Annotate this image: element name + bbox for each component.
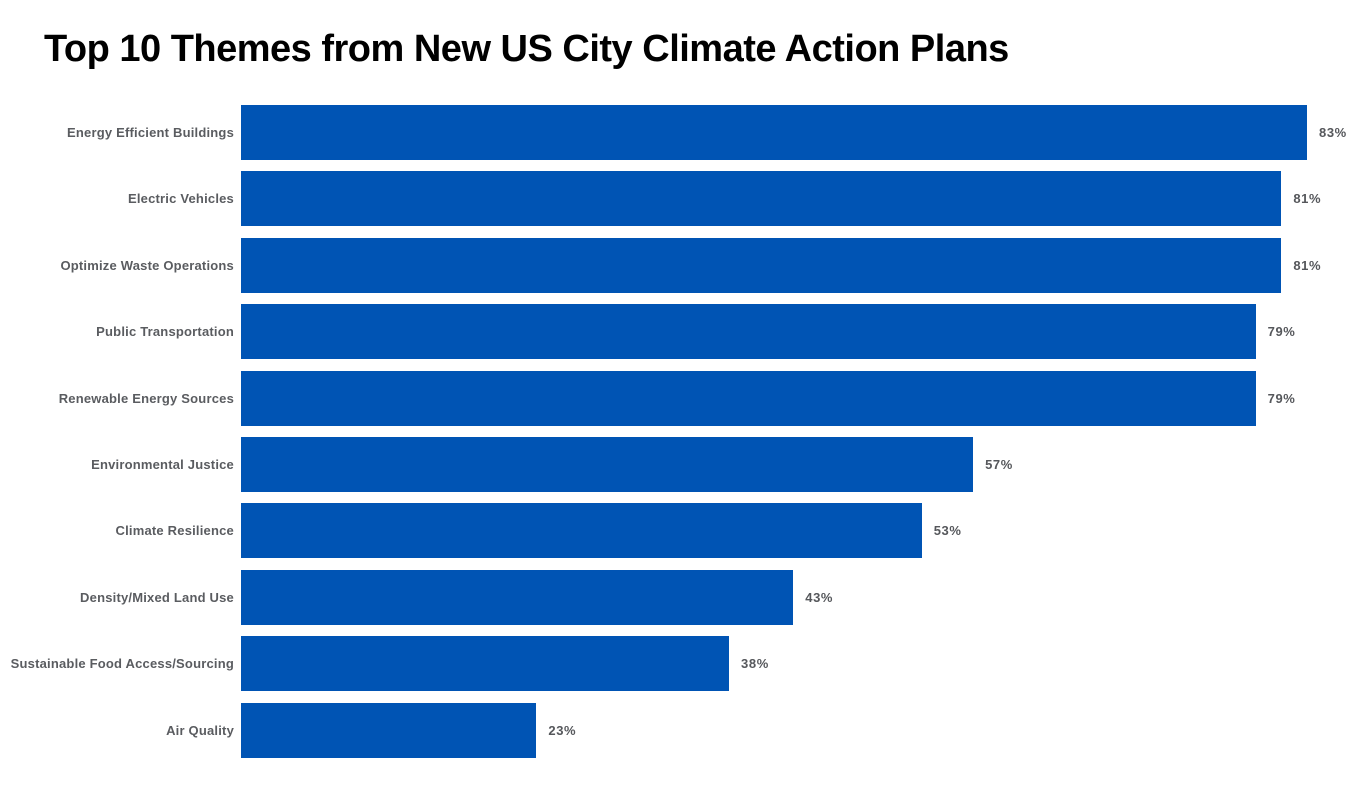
value-label: 23% <box>548 722 577 738</box>
bar-row: Public Transportation 79% <box>0 304 1350 360</box>
bar-row: Optimize Waste Operations 81% <box>0 237 1350 293</box>
bar <box>241 171 1282 227</box>
category-label: Optimize Waste Operations <box>60 257 234 273</box>
bar-track: 38% <box>241 636 1350 692</box>
bar-row: Air Quality 23% <box>0 702 1350 758</box>
value-label: 53% <box>933 523 962 539</box>
bar-track: 23% <box>241 702 1350 758</box>
bar-row: Density/Mixed Land Use 43% <box>0 569 1350 625</box>
bar <box>241 237 1282 293</box>
bar-track: 81% <box>241 171 1350 227</box>
bar-row: Sustainable Food Access/Sourcing 38% <box>0 636 1350 692</box>
bar-row: Climate Resilience 53% <box>0 503 1350 559</box>
bar <box>241 436 974 492</box>
category-label: Air Quality <box>166 722 234 738</box>
bar-row: Electric Vehicles 81% <box>0 171 1350 227</box>
plot-area: Energy Efficient Buildings 83% Electric Ve… <box>0 105 1350 758</box>
bar-track: 83% <box>241 105 1350 160</box>
category-label: Sustainable Food Access/Sourcing <box>10 656 234 672</box>
value-label: 83% <box>1319 125 1347 140</box>
value-label: 38% <box>741 656 769 672</box>
value-label: 57% <box>985 456 1013 472</box>
category-label: Environmental Justice <box>91 456 234 472</box>
value-label: 79% <box>1267 324 1296 340</box>
bar <box>241 105 1307 160</box>
category-label: Renewable Energy Sources <box>58 390 234 406</box>
bar-row: Energy Efficient Buildings 83% <box>0 105 1350 160</box>
bar <box>241 636 730 692</box>
chart-title: Top 10 Themes from New US City Climate A… <box>44 28 1009 70</box>
category-label: Public Transportation <box>96 324 234 340</box>
bar-track: 81% <box>241 237 1350 293</box>
bar-track: 79% <box>241 370 1350 426</box>
value-label: 79% <box>1267 390 1296 406</box>
value-label: 43% <box>805 589 834 605</box>
category-label: Density/Mixed Land Use <box>80 589 234 605</box>
category-label: Climate Resilience <box>115 523 234 539</box>
bar <box>241 503 922 559</box>
category-label: Energy Efficient Buildings <box>67 125 234 140</box>
bar-row: Renewable Energy Sources 79% <box>0 370 1350 426</box>
bar-track: 79% <box>241 304 1350 360</box>
bar <box>241 702 537 758</box>
category-label: Electric Vehicles <box>127 191 234 207</box>
value-label: 81% <box>1293 191 1322 207</box>
value-label: 81% <box>1293 257 1322 273</box>
bar-track: 57% <box>241 436 1350 492</box>
bar-track: 43% <box>241 569 1350 625</box>
bar-row: Environmental Justice 57% <box>0 436 1350 492</box>
bar <box>241 569 794 625</box>
bar-track: 53% <box>241 503 1350 559</box>
bar <box>241 304 1256 360</box>
bar <box>241 370 1256 426</box>
